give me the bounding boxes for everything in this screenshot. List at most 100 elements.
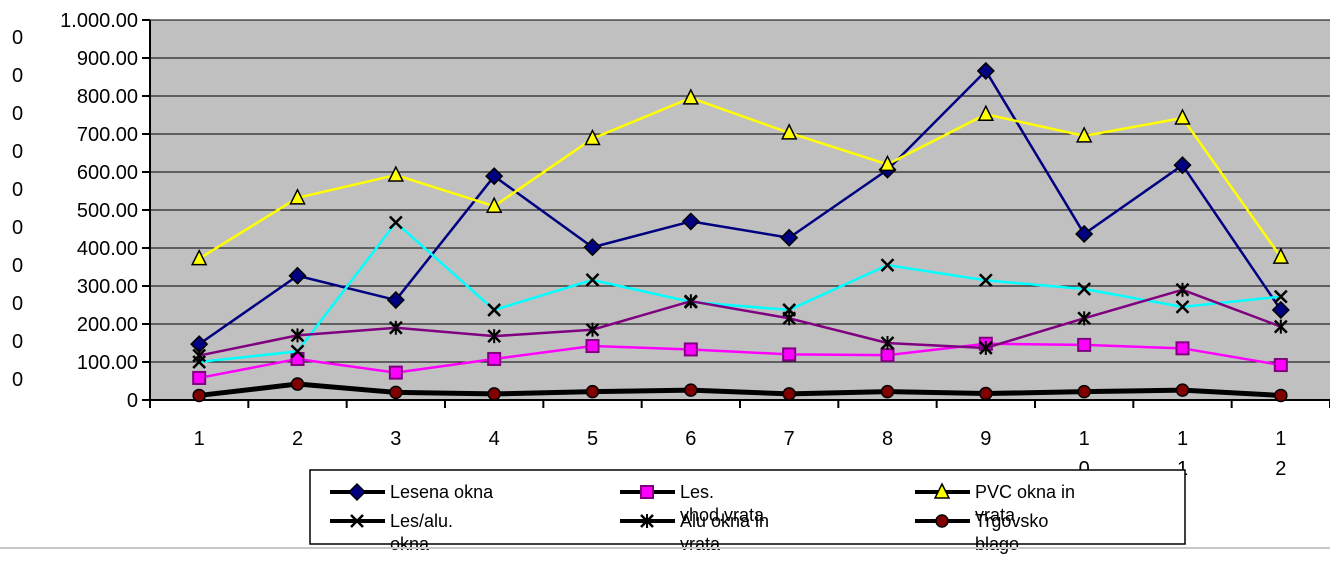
y-tick-label: 300.00 0 (12, 276, 138, 315)
legend-label: Lesena okna (390, 482, 494, 502)
series-1 (190, 61, 1290, 354)
series-3 (190, 88, 1290, 266)
x-tick-label: 9 (980, 428, 991, 450)
data-point (933, 482, 951, 499)
series-line (198, 381, 1281, 398)
data-point (780, 228, 799, 247)
data-point (585, 273, 600, 287)
data-point (1175, 341, 1190, 356)
data-point (683, 342, 698, 357)
y-tick-label: 500.00 0 (12, 200, 138, 239)
data-point (289, 188, 306, 205)
series-5 (192, 282, 1288, 363)
data-point (1273, 358, 1288, 373)
y-tick-label: 800.00 0 (12, 86, 138, 125)
data-point (290, 344, 305, 359)
y-tick-label: 1.000.00 0 (12, 10, 138, 49)
data-point (387, 165, 405, 182)
data-point (880, 384, 895, 399)
data-point (640, 514, 654, 528)
data-point (347, 482, 367, 502)
data-point (389, 385, 403, 400)
data-point (782, 311, 797, 326)
y-tick-label: 900.00 0 (12, 48, 138, 87)
data-point (485, 167, 504, 186)
x-axis: 1 2 3 4 5 6 7 8 9 1 01 11 2 (149, 399, 1330, 480)
data-point (681, 212, 700, 231)
legend-item: Lesena okna (330, 482, 494, 502)
data-point (487, 351, 502, 366)
data-point (1175, 282, 1190, 297)
data-point (979, 386, 993, 401)
data-point (976, 61, 995, 80)
data-point (640, 485, 654, 499)
data-point (1077, 384, 1091, 399)
series-group (190, 61, 1290, 403)
data-point (1271, 300, 1290, 320)
data-point (880, 258, 895, 272)
data-point (879, 154, 896, 172)
data-point (386, 290, 405, 310)
legend-label: PVC okna in vrata (975, 482, 1075, 525)
y-tick-label: 700.00 0 (12, 124, 138, 163)
data-point (388, 215, 403, 230)
data-point (192, 388, 206, 403)
x-tick-label: 4 (489, 428, 500, 450)
data-point (978, 340, 993, 355)
data-point (487, 387, 501, 401)
series-line (198, 288, 1282, 357)
data-point (1272, 247, 1290, 264)
data-point (288, 266, 307, 285)
data-point (585, 322, 600, 337)
data-point (1273, 289, 1288, 304)
legend-box (309, 469, 1186, 545)
data-point (290, 328, 305, 343)
data-point (683, 294, 698, 309)
data-point (584, 128, 601, 146)
data-point (880, 348, 895, 363)
series-6 (192, 377, 1288, 403)
x-tick-label: 8 (882, 428, 893, 450)
data-point (585, 384, 600, 399)
series-line (199, 221, 1281, 364)
x-tick-label: 2 (292, 428, 303, 450)
legend-item: PVC okna in vrata (915, 482, 1075, 525)
data-point (190, 248, 208, 266)
data-point (1174, 108, 1191, 125)
plot-area (150, 19, 1330, 400)
legend: Lesena okna Les. vhod.vrata PVC okna in vrat… (309, 469, 1186, 554)
legend-item: Les. vhod.vrata (620, 482, 765, 525)
data-point (935, 514, 949, 528)
y-tick-label: 200.00 0 (12, 314, 138, 353)
x-tick-label: 1 (194, 428, 205, 450)
data-point (682, 88, 700, 105)
data-point (192, 370, 207, 385)
data-point (388, 320, 403, 335)
legend-label: Les. vhod.vrata (680, 482, 765, 525)
data-point (585, 339, 600, 354)
data-point (388, 365, 403, 380)
y-tick-label: 0 (127, 390, 138, 412)
data-point (684, 383, 698, 397)
data-point (978, 273, 993, 288)
series-line (198, 69, 1282, 346)
data-point (1274, 388, 1288, 403)
data-point (780, 123, 798, 140)
data-point (485, 196, 503, 213)
data-point (1175, 383, 1190, 397)
data-point (782, 347, 797, 362)
data-point (782, 387, 796, 401)
data-point (1273, 319, 1288, 334)
series-line (198, 342, 1282, 380)
data-point (583, 238, 602, 257)
data-point (487, 303, 502, 317)
data-point (1077, 337, 1092, 352)
data-point (1077, 311, 1092, 326)
x-tick-label: 3 (390, 428, 401, 450)
data-point (487, 329, 502, 344)
x-tick-label: 7 (784, 428, 795, 450)
data-point (880, 336, 895, 350)
